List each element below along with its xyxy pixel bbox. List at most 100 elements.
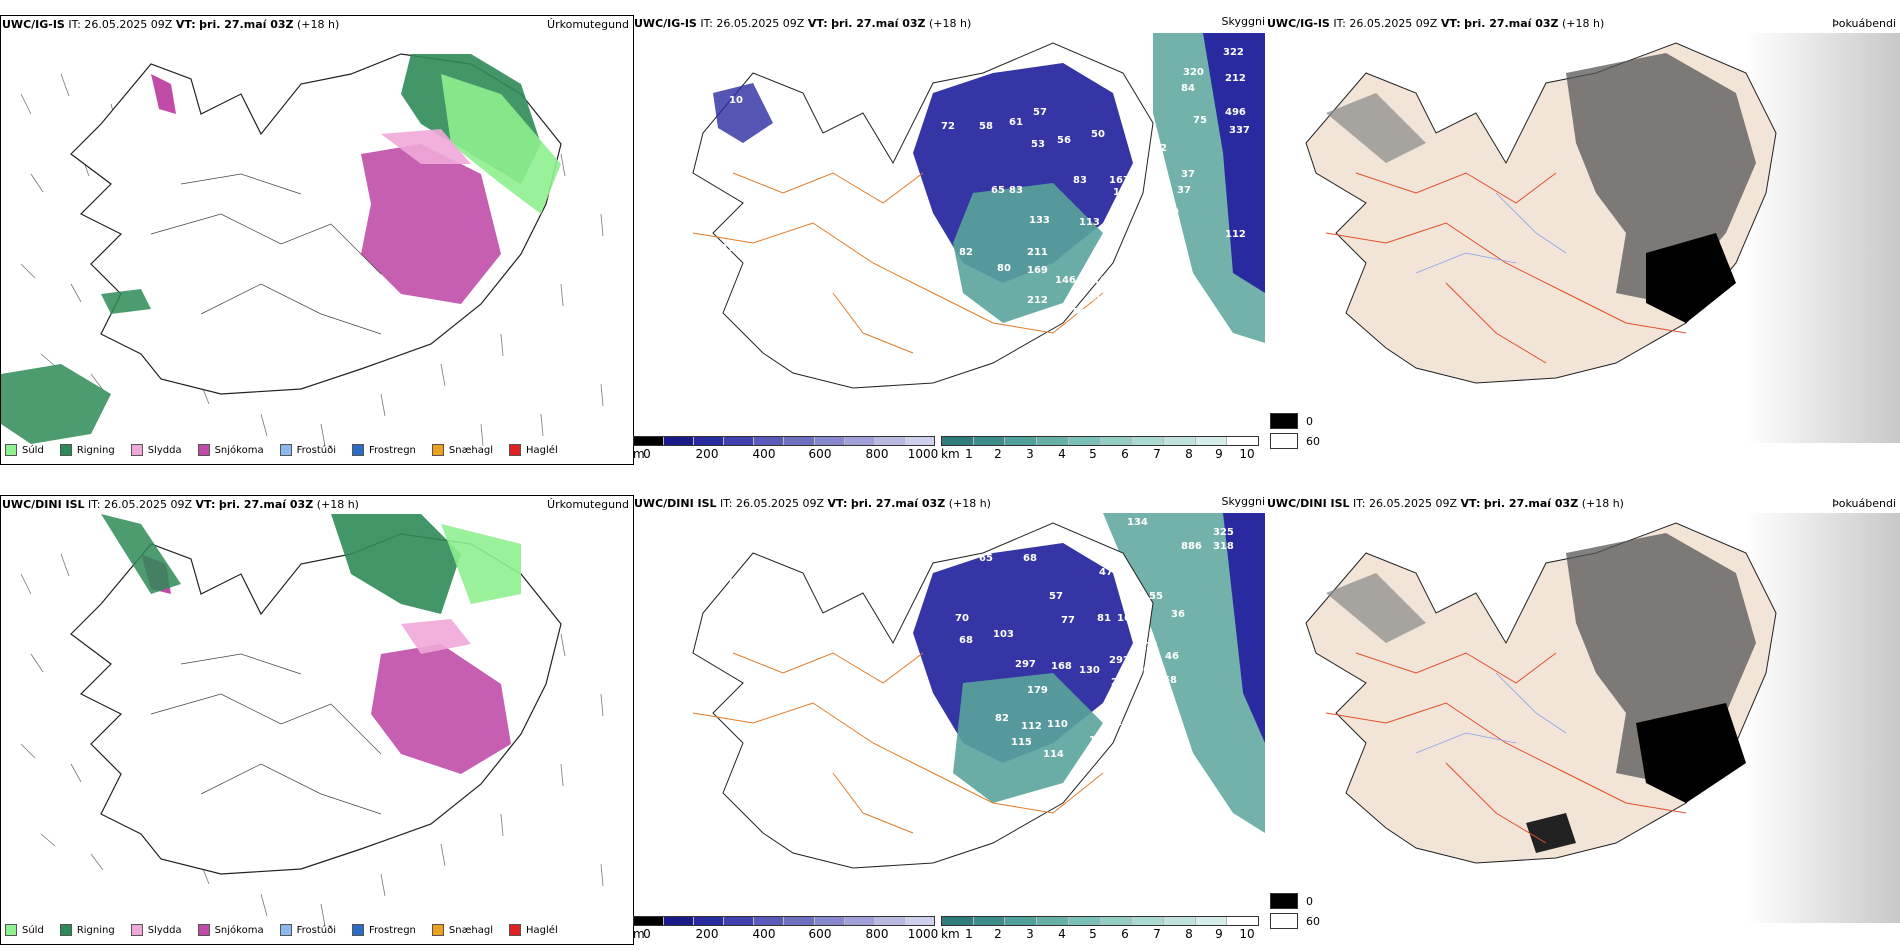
drizzle-region [441, 74, 561, 214]
scale-tick: 400 [752, 447, 776, 461]
cloud-header-1: UWC/IG-IS IT: 26.05.2025 09Z VT: þri. 27… [634, 17, 972, 30]
fog-legend-2: 0 60 [1270, 893, 1320, 933]
precip-header-2: UWC/DINI ISL IT: 26.05.2025 09Z VT: þri.… [2, 498, 359, 511]
cloud-label: 115 [1089, 735, 1110, 746]
rain-small-w [101, 289, 151, 314]
lead-time: (+18 h) [297, 18, 340, 31]
inner-roads [150, 653, 382, 815]
cloud-label: 115 [1011, 737, 1032, 748]
scale-tick: 800 [865, 447, 889, 461]
fog-header-1: UWC/IG-IS IT: 26.05.2025 09Z VT: þri. 27… [1267, 17, 1605, 30]
cloud-label: 212 [1027, 295, 1048, 306]
precip-header-1: UWC/IG-IS IT: 26.05.2025 09Z VT: þri. 27… [2, 18, 339, 31]
legend-item-snow-pellets: Snæhagl [431, 444, 493, 456]
vt-label: VT: [175, 18, 196, 31]
cloud-label: 37 [1181, 169, 1195, 180]
scale-tick: 200 [695, 447, 719, 461]
cloud-label: 212 [1225, 73, 1246, 84]
cloud-label: 318 [1213, 541, 1234, 552]
vis-low-central [953, 183, 1103, 323]
fog-title-1: Þokuábendi [1832, 17, 1896, 30]
cloud-label: 83 [1009, 185, 1023, 196]
cloud-label: 55 [1149, 591, 1163, 602]
legend-item-snow: Snjókoma [197, 444, 264, 456]
legend-item-snow: Snjókoma [197, 924, 264, 936]
sleet-region [401, 619, 471, 654]
cloud-label: 52 [1153, 143, 1167, 154]
cloud-label: 47 [1099, 567, 1113, 578]
cloud-label: 146 [1055, 275, 1076, 286]
cloud-label: 211 [1027, 247, 1048, 258]
cloud-label: 109 [727, 577, 748, 588]
cloud-label: 36 [1171, 609, 1185, 620]
legend-swatch [279, 924, 292, 936]
legend-item-snow-pellets: Snæhagl [431, 924, 493, 936]
cloud-label: 50 [1091, 129, 1105, 140]
scale-tick: 4 [1058, 447, 1066, 461]
cloud-ocean-east [1223, 513, 1265, 743]
cloud-header-2: UWC/DINI ISL IT: 26.05.2025 09Z VT: þri.… [634, 497, 991, 510]
cloud-label: 45 [1133, 135, 1147, 146]
sleet-region [381, 129, 471, 164]
cloud-scale-cells [633, 436, 935, 446]
vis-scale-ticks: km 1 2 3 4 5 6 7 8 9 10 [941, 446, 1259, 461]
legend-swatch [509, 924, 522, 936]
scale-tick: 0 [643, 447, 651, 461]
legend-swatch [59, 444, 72, 456]
legend-item-freezing-drizzle: Frostúði [279, 444, 336, 456]
cloud-label: 56 [1057, 135, 1071, 146]
legend-item-rain: Rigning [59, 924, 115, 936]
cloud-label: 77 [1061, 615, 1075, 626]
cloud-label: 168 [1051, 661, 1072, 672]
scale-tick: 10 [1239, 447, 1255, 461]
cloud-label: 84 [1181, 83, 1195, 94]
cloud-label: 81 [1097, 613, 1111, 624]
cloud-label: 157 [1087, 293, 1108, 304]
cloud-label: 49 [1121, 571, 1135, 582]
cloud-label: 476 [1129, 665, 1150, 676]
cloud-label: 57 [1049, 591, 1063, 602]
legend-item-hail: Haglél [509, 924, 558, 936]
scale-tick: 600 [808, 447, 832, 461]
fog-sea-east [1746, 33, 1900, 443]
cloud-panel-2: UWC/DINI ISL IT: 26.05.2025 09Z VT: þri.… [633, 495, 1265, 943]
cloud-label: 80 [997, 263, 1011, 274]
cloud-label: 58 [979, 121, 993, 132]
drizzle-region [441, 524, 521, 604]
visibility-scale-2: km 1 2 3 4 5 6 7 8 9 10 [941, 916, 1259, 944]
fog-legend-item: 60 [1270, 913, 1320, 929]
cloud-base-labels-1: 322 212 320 84 75 496 337 57 61 50 45 72… [713, 47, 1250, 318]
cloud-label: 167 [1109, 175, 1130, 186]
iceland-outline [70, 533, 562, 875]
orange-roads [692, 172, 1104, 354]
orange-roads [692, 652, 1104, 834]
fog-map-1 [1305, 33, 1900, 443]
cloud-label: 225 [1107, 697, 1128, 708]
cloud-label: 178 [1113, 187, 1134, 198]
row-2: UWC/DINI ISL IT: 26.05.2025 09Z VT: þri.… [0, 480, 1900, 950]
fog-panel-2: UWC/DINI ISL IT: 26.05.2025 09Z VT: þri.… [1266, 495, 1900, 943]
legend-swatch [197, 924, 210, 936]
fog-nw [1326, 573, 1426, 643]
cloud-label: 39 [1165, 207, 1179, 218]
scale-tick: 1000 [907, 447, 939, 461]
cloud-label: 112 [1021, 721, 1042, 732]
fog-south [1526, 813, 1576, 853]
vis-scale-cells [941, 436, 1259, 446]
snow-region [361, 144, 501, 304]
legend-item-freezing-drizzle: Frostúði [279, 924, 336, 936]
cloud-label: 297 [1015, 659, 1036, 670]
cloud-map-1: 322 212 320 84 75 496 337 57 61 50 45 72… [692, 33, 1265, 389]
red-roads [1325, 652, 1687, 844]
fog-max-region [1636, 703, 1746, 803]
cloud-label: 133 [1029, 215, 1050, 226]
cloud-label: 37 [1177, 185, 1191, 196]
cloud-label: 103 [993, 629, 1014, 640]
rain-region-ne [331, 514, 461, 614]
legend-item-freezing-rain: Frostregn [352, 924, 416, 936]
scale-tick: 5 [1089, 447, 1097, 461]
legend-item-sleet: Slydda [130, 924, 182, 936]
cloud-label: 10 [729, 95, 743, 106]
legend-swatch [130, 924, 143, 936]
cloud-label: 75 [1193, 115, 1207, 126]
